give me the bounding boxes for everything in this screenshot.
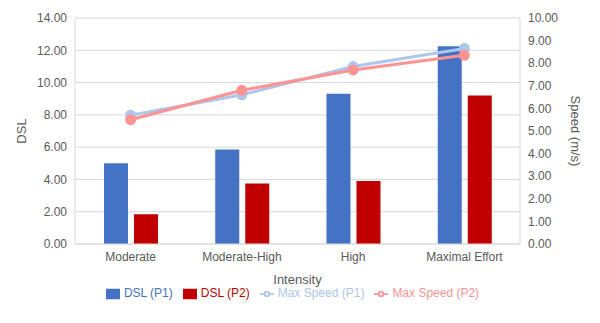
- svg-text:Speed (m/s): Speed (m/s): [568, 96, 583, 167]
- svg-text:3.00: 3.00: [528, 169, 552, 183]
- svg-text:8.00: 8.00: [44, 108, 68, 122]
- svg-text:0.00: 0.00: [528, 237, 552, 251]
- svg-text:Moderate: Moderate: [105, 250, 156, 264]
- svg-text:6.00: 6.00: [44, 140, 68, 154]
- svg-text:8.00: 8.00: [528, 56, 552, 70]
- html-text:DSL (P2): DSL (P2): [200, 286, 250, 300]
- svg-text:1.00: 1.00: [528, 215, 552, 229]
- svg-text:2.00: 2.00: [44, 205, 68, 219]
- html-text:Max Speed (P2): Max Speed (P2): [392, 286, 480, 300]
- html-text:Max Speed (P1): Max Speed (P1): [277, 286, 365, 300]
- svg-text:9.00: 9.00: [528, 34, 552, 48]
- svg-text:Maximal Effort: Maximal Effort: [426, 250, 503, 264]
- svg-text:Intensity: Intensity: [273, 272, 322, 287]
- svg-text:10.00: 10.00: [37, 76, 67, 90]
- svg-text:DSL: DSL: [14, 118, 29, 143]
- svg-text:2.00: 2.00: [528, 192, 552, 206]
- svg-text:12.00: 12.00: [37, 44, 67, 58]
- svg-text:14.00: 14.00: [37, 11, 67, 25]
- svg-text:4.00: 4.00: [44, 173, 68, 187]
- svg-text:4.00: 4.00: [528, 147, 552, 161]
- svg-text:0.00: 0.00: [44, 237, 68, 251]
- html-text:DSL (P1): DSL (P1): [123, 286, 173, 300]
- svg-text:High: High: [341, 250, 366, 264]
- svg-text:5.00: 5.00: [528, 124, 552, 138]
- svg-text:Moderate-High: Moderate-High: [202, 250, 281, 264]
- svg-text:7.00: 7.00: [528, 79, 552, 93]
- svg-text:10.00: 10.00: [528, 11, 558, 25]
- svg-text:6.00: 6.00: [528, 102, 552, 116]
